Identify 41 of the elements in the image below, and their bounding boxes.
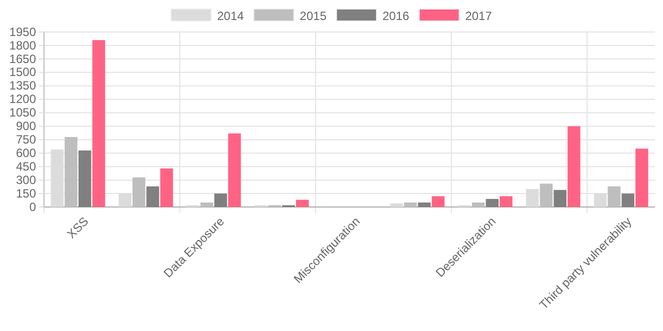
y-tick-label: 750 [16, 132, 36, 147]
bar [296, 200, 309, 207]
y-tick-label: 1200 [9, 92, 36, 106]
y-tick-label: 1350 [9, 78, 36, 93]
bar [622, 194, 634, 207]
bar [554, 190, 566, 207]
bar [432, 196, 445, 207]
bar [540, 184, 553, 207]
legend-label: 2014 [217, 9, 244, 23]
y-tick-label: 1950 [9, 24, 36, 39]
y-tick-label: 300 [16, 172, 36, 187]
bar [568, 126, 580, 207]
bar [228, 133, 241, 207]
y-tick-label: 0 [29, 200, 36, 214]
bar [472, 202, 485, 207]
bar [146, 186, 160, 207]
bar [214, 194, 228, 207]
y-tick-label: 450 [16, 159, 36, 174]
y-tick-label: 1500 [9, 65, 36, 80]
bar [500, 196, 512, 207]
bar [132, 177, 146, 207]
bar [390, 203, 403, 207]
bar [78, 150, 92, 207]
legend-label: 2016 [382, 9, 410, 23]
bar [64, 137, 78, 207]
y-tick-label: 1650 [9, 52, 36, 66]
y-tick-label: 900 [16, 119, 36, 134]
bar [635, 148, 648, 207]
bar [92, 40, 106, 207]
bar [404, 202, 417, 207]
y-tick-label: 600 [16, 146, 36, 160]
bar [608, 186, 620, 207]
y-tick-label: 150 [16, 186, 36, 200]
y-tick-label: 1050 [9, 106, 36, 120]
bar [160, 168, 173, 207]
y-tick-label: 1800 [9, 38, 36, 52]
bar [200, 202, 214, 207]
legend-label: 2017 [465, 9, 492, 23]
bar [418, 202, 431, 207]
legend-label: 2015 [300, 9, 327, 23]
bar [486, 198, 499, 207]
